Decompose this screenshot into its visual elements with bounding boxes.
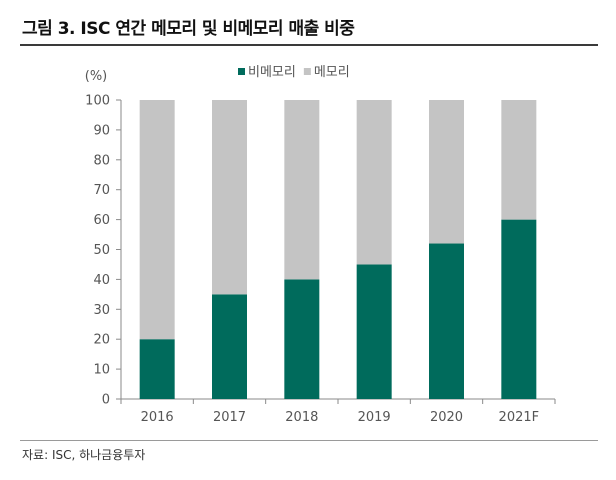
legend-swatch-non-memory [238,68,245,75]
y-tick-label: 90 [93,123,110,138]
x-axis: 2016 2017 2018 2019 2020 2021F [120,398,556,425]
x-tick-label: 2019 [358,410,391,425]
x-tick-label: 2021F [499,410,540,425]
y-tick-label: 40 [93,273,110,288]
y-axis-unit-label: (%) [85,69,108,84]
bar-non-memory-2020 [429,243,464,399]
x-tick-label: 2016 [141,410,174,425]
bar-memory-2018 [284,100,320,280]
bar-memory-2017 [212,100,247,295]
x-tick-label: 2017 [213,410,246,425]
y-tick-label: 50 [93,243,110,258]
bar-non-memory-2021F [501,219,537,399]
bar-memory-2021F [501,100,537,220]
y-tick-label: 100 [85,94,110,109]
bar-non-memory-2016 [139,339,175,399]
y-tick-label: 30 [93,303,110,318]
y-tick-label: 60 [93,213,110,228]
bar-memory-2019 [356,100,392,265]
source-divider [20,440,598,441]
y-tick-label: 70 [93,183,110,198]
y-axis: 0 10 20 30 40 50 60 70 80 90 100 (%) [85,69,122,408]
bar-non-memory-2019 [356,264,392,399]
y-tick-label: 20 [93,333,110,348]
bar-non-memory-2017 [212,294,247,399]
legend: 비메모리 메모리 [238,65,350,80]
bar-memory-2020 [429,100,464,244]
bar-series [139,100,537,399]
bar-non-memory-2018 [284,279,320,399]
y-tick-label: 10 [93,363,110,378]
bar-memory-2016 [139,100,175,340]
y-tick-label: 0 [102,393,110,408]
source-note: 자료: ISC, 하나금융투자 [22,448,146,462]
legend-label-non-memory: 비메모리 [248,65,296,80]
x-tick-label: 2020 [430,410,463,425]
x-tick-label: 2018 [285,410,318,425]
legend-label-memory: 메모리 [314,65,350,80]
figure-title: 그림 3. ISC 연간 메모리 및 비메모리 매출 비중 [22,19,355,39]
y-tick-label: 80 [93,153,110,168]
legend-swatch-memory [303,68,311,75]
title-divider [20,44,598,46]
